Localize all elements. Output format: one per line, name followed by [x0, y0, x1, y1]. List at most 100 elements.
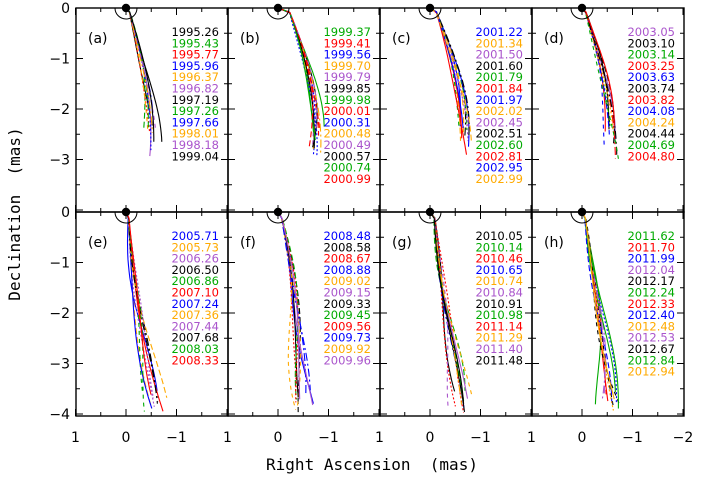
epoch-label: 2001.22	[475, 25, 523, 39]
epoch-label: 2009.02	[323, 274, 371, 288]
ridge-line-1998-18	[125, 8, 157, 132]
panel-c-beam-semicircle	[418, 7, 442, 20]
epoch-label: 1995.77	[171, 48, 219, 62]
epoch-label: 2007.68	[171, 331, 219, 345]
y-tick-label: −2	[49, 306, 70, 322]
epoch-label: 2007.36	[171, 308, 219, 322]
epoch-label: 1995.96	[171, 59, 219, 73]
panel-h-epoch-legend: 2011.622011.702011.992012.042012.172012.…	[627, 229, 675, 379]
epoch-label: 2005.73	[171, 240, 219, 254]
epoch-label: 2009.33	[323, 297, 371, 311]
ridge-line-2012-53	[581, 212, 606, 394]
epoch-label: 2011.48	[475, 353, 523, 367]
epoch-label: 2002.60	[475, 138, 523, 152]
panel-a-epoch-legend: 1995.261995.431995.771995.961996.371996.…	[171, 25, 219, 163]
epoch-label: 1999.85	[323, 82, 371, 96]
ridge-line-2003-63	[581, 8, 605, 149]
epoch-label: 2009.15	[323, 286, 371, 300]
epoch-label: 2001.50	[475, 48, 523, 62]
y-tick-label: −2	[49, 102, 70, 118]
x-tick-label: −1	[318, 430, 339, 446]
ridge-line-2003-25	[581, 8, 616, 159]
epoch-label: 2002.81	[475, 149, 523, 163]
epoch-label: 2008.33	[171, 353, 219, 367]
epoch-label: 1997.19	[171, 93, 219, 107]
epoch-label: 2001.60	[475, 59, 523, 73]
ridge-line-2002-45	[429, 8, 469, 127]
epoch-label: 2001.97	[475, 93, 523, 107]
panel-b-ticks	[227, 7, 380, 212]
epoch-label: 1999.04	[171, 149, 219, 163]
ridge-line-2002-81	[429, 8, 468, 155]
panel-d-epoch-legend: 2003.052003.102003.142003.252003.632003.…	[627, 25, 675, 163]
ridge-line-1995-43	[125, 8, 146, 131]
epoch-label: 2001.84	[475, 82, 523, 96]
x-tick-label: 1	[375, 430, 384, 446]
panel-f: (f) 2008.482008.582008.672008.882009.0220…	[227, 207, 381, 417]
epoch-label: 2012.48	[627, 319, 675, 333]
epoch-label: 2003.05	[627, 25, 675, 39]
ridge-line-2005-73	[125, 212, 153, 409]
epoch-label: 2000.49	[323, 138, 371, 152]
ridge-line-2012-67	[581, 212, 621, 407]
epoch-label: 2008.03	[171, 342, 219, 356]
panel-b-ridge-lines	[277, 8, 325, 156]
panel-b-label: (b)	[240, 31, 260, 47]
epoch-label: 1996.82	[171, 82, 219, 96]
epoch-label: 2011.62	[627, 229, 675, 243]
panel-e: (e) 2005.712005.732006.262006.502006.8620…	[75, 207, 229, 417]
epoch-label: 2012.53	[627, 331, 675, 345]
panel-f-epoch-legend: 2008.482008.582008.672008.882009.022009.…	[323, 229, 371, 367]
panel-h-ridge-lines	[581, 212, 621, 411]
panel-g-ridge-lines	[429, 212, 473, 413]
ridge-line-2012-48	[581, 212, 614, 411]
epoch-label: 2004.08	[627, 104, 675, 118]
panel-e-ridge-lines	[125, 212, 168, 412]
axes-layer: 0−1−2−30−1−2−3−41 0 −1 1 0 −1 1 0 −1 1 0 −1 −2	[49, 1, 693, 446]
epoch-label: 2001.79	[475, 70, 523, 84]
epoch-label: 2010.74	[475, 274, 523, 288]
panel-b-epoch-legend: 1999.371999.411999.561999.701999.791999.…	[323, 25, 371, 186]
epoch-label: 2000.57	[323, 149, 371, 163]
epoch-label: 1996.37	[171, 70, 219, 84]
panel-e-epoch-legend: 2005.712005.732006.262006.502006.862007.…	[171, 229, 219, 367]
ridge-line-2008-58	[277, 212, 301, 413]
epoch-label: 2006.86	[171, 274, 219, 288]
epoch-label: 2003.63	[627, 70, 675, 84]
ridge-line-2001-60	[429, 8, 467, 137]
epoch-label: 2011.70	[627, 240, 675, 254]
epoch-label: 2011.14	[475, 319, 523, 333]
panels-layer: (a) 1995.261995.431995.771995.961996.3719…	[75, 3, 685, 417]
ridge-line-1998-01	[125, 8, 153, 134]
x-tick-label: 0	[122, 430, 131, 446]
panel-a: (a) 1995.261995.431995.771995.961996.3719…	[75, 3, 229, 213]
ridge-line-2012-40	[581, 212, 613, 403]
ridge-line-2004-69	[581, 8, 619, 159]
panel-f-ticks	[227, 211, 380, 416]
panel-c-label: (c)	[392, 31, 411, 47]
x-tick-label: 0	[274, 430, 283, 446]
ridge-line-2000-49	[277, 8, 318, 129]
panel-c-ridge-lines	[429, 8, 472, 155]
epoch-label: 2002.45	[475, 115, 523, 129]
panel-a-ridge-lines	[125, 8, 163, 157]
epoch-label: 1997.26	[171, 104, 219, 118]
panel-g-beam-semicircle	[418, 211, 442, 224]
epoch-label: 1999.37	[323, 25, 371, 39]
panel-f-label: (f)	[240, 235, 256, 251]
ridge-line-2010-05	[429, 212, 456, 392]
panel-d-ticks	[531, 7, 684, 212]
y-tick-labels: 0 −1 −2 −3 0 −1 −2 −3 −4	[49, 1, 70, 423]
panel-f-beam-semicircle	[266, 211, 290, 224]
panel-h-label: (h)	[544, 235, 564, 251]
epoch-label: 2000.74	[323, 161, 371, 175]
epoch-label: 2002.95	[475, 161, 523, 175]
panel-d-beam-semicircle	[570, 7, 594, 20]
epoch-label: 1997.66	[171, 115, 219, 129]
ridge-line-2011-14	[429, 212, 456, 407]
y-tick-label: −1	[49, 256, 70, 272]
x-tick-label: 1	[71, 430, 80, 446]
epoch-label: 2012.84	[627, 353, 675, 367]
ridge-line-2011-48	[429, 212, 465, 404]
